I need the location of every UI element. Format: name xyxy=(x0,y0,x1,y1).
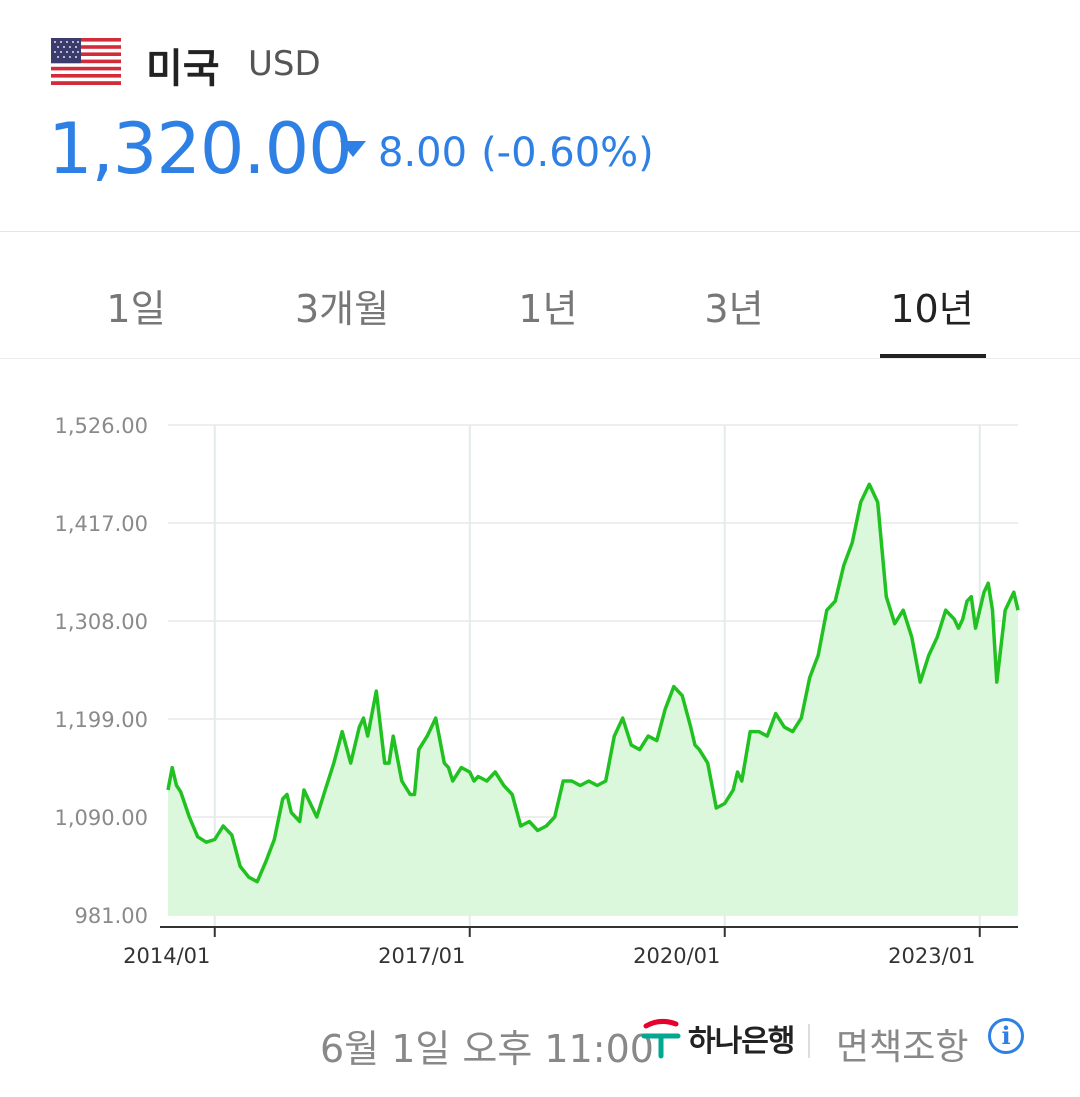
y-tick-label: 1,308.00 xyxy=(54,610,148,634)
update-timestamp: 6월 1일 오후 11:00 xyxy=(320,1027,654,1071)
bank-attribution: 하나은행 xyxy=(640,1016,795,1060)
rate-change: 8.00 (-0.60%) xyxy=(340,130,654,176)
y-tick-label: 1,417.00 xyxy=(54,512,148,536)
divider xyxy=(808,1024,810,1058)
divider xyxy=(0,231,1080,232)
x-tick-label: 2020/01 xyxy=(633,944,720,968)
country-name: 미국 xyxy=(146,46,220,92)
tab-1year[interactable]: 1년 xyxy=(518,287,578,331)
tab-1day[interactable]: 1일 xyxy=(106,287,166,331)
change-percent: (-0.60%) xyxy=(481,130,654,176)
chart-footer: 6월 1일 오후 11:00 하나은행 면책조항 i xyxy=(0,1010,1080,1071)
tab-3months[interactable]: 3개월 xyxy=(294,287,390,331)
exchange-rate-chart[interactable]: 1,526.00 1,417.00 1,308.00 1,199.00 1,090.00… xyxy=(0,360,1080,1000)
x-tick-label: 2023/01 xyxy=(888,944,975,968)
y-tick-label: 1,199.00 xyxy=(54,708,148,732)
series-line xyxy=(166,482,1020,884)
tab-3years[interactable]: 3년 xyxy=(704,287,764,331)
x-tick-label: 2017/01 xyxy=(378,944,465,968)
y-tick-label: 1,090.00 xyxy=(54,806,148,830)
change-amount: 8.00 xyxy=(378,130,468,176)
x-tick-label: 2014/01 xyxy=(123,944,210,968)
period-tabs: 1일 3개월 1년 3년 10년 xyxy=(0,232,1080,358)
us-flag-icon xyxy=(51,38,121,85)
divider xyxy=(0,358,1080,359)
hana-bank-logo-icon xyxy=(641,1018,681,1059)
disclaimer-link[interactable]: 면책조항 xyxy=(836,1027,969,1068)
info-icon[interactable]: i xyxy=(988,1018,1024,1054)
currency-header: 미국 USD 1,320.00 8.00 (-0.60%) xyxy=(0,0,1080,232)
bank-name: 하나은행 xyxy=(688,1024,795,1059)
exchange-rate: 1,320.00 xyxy=(48,108,353,190)
series-area xyxy=(168,484,1018,915)
tab-10years[interactable]: 10년 xyxy=(890,287,974,331)
down-triangle-icon xyxy=(340,141,366,157)
active-tab-indicator xyxy=(880,354,986,358)
y-tick-label: 981.00 xyxy=(75,904,148,928)
currency-code: USD xyxy=(248,44,321,84)
y-tick-label: 1,526.00 xyxy=(54,414,148,438)
